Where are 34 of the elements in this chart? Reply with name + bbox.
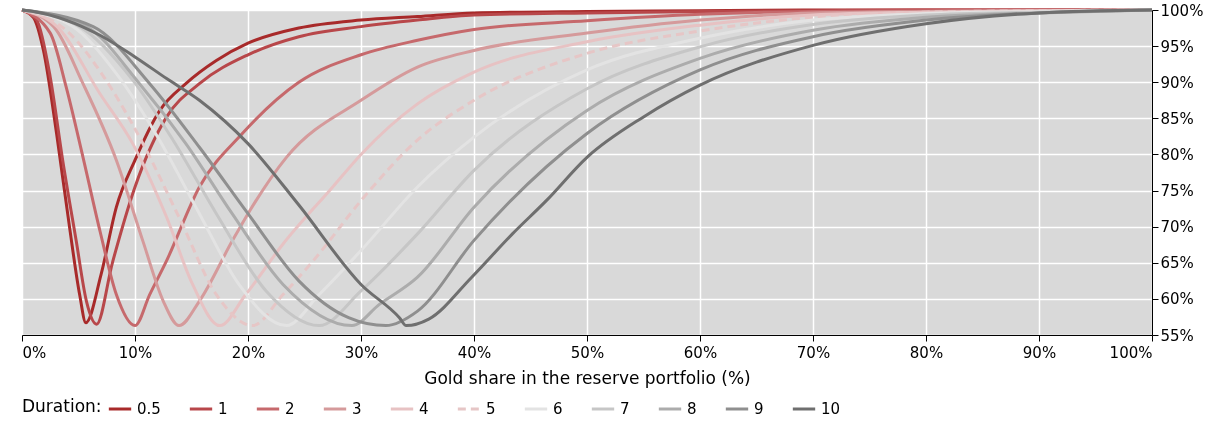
y-tick-label: 70% [1160, 218, 1194, 237]
legend-label: 5 [486, 400, 496, 418]
x-tick-label: 10% [118, 343, 153, 362]
y-tick-label: 80% [1160, 145, 1194, 164]
x-tick-label: 60% [683, 343, 718, 362]
legend-label: 4 [419, 400, 429, 418]
legend-title: Duration: [22, 396, 102, 416]
x-tick-label: 0% [22, 343, 47, 362]
y-tick-label: 65% [1160, 254, 1194, 273]
y-tick-label: 55% [1160, 326, 1194, 345]
legend-label: 3 [352, 400, 362, 418]
x-tick-label: 80% [909, 343, 944, 362]
legend-label: 8 [687, 400, 697, 418]
y-tick-label: 60% [1160, 290, 1194, 309]
y-tick-label: 90% [1160, 73, 1194, 92]
x-tick-label: 20% [231, 343, 266, 362]
x-tick-label: 30% [344, 343, 379, 362]
x-tick-label: 100% [1109, 343, 1153, 362]
legend-label: 1 [218, 400, 228, 418]
x-tick-label: 40% [457, 343, 492, 362]
legend-label: 6 [553, 400, 563, 418]
y-tick-label: 100% [1160, 1, 1204, 20]
legend-label: 0.5 [137, 400, 161, 418]
legend-label: 2 [285, 400, 295, 418]
x-tick-label: 70% [796, 343, 831, 362]
legend-label: 9 [754, 400, 764, 418]
y-tick-label: 85% [1160, 109, 1194, 128]
legend-label: 10 [821, 400, 841, 418]
x-tick-label: 90% [1022, 343, 1057, 362]
y-tick-label: 95% [1160, 37, 1194, 56]
y-tick-label: 75% [1160, 182, 1194, 201]
x-tick-label: 50% [570, 343, 605, 362]
legend-label: 7 [620, 400, 630, 418]
x-axis-title: Gold share in the reserve portfolio (%) [424, 367, 751, 388]
